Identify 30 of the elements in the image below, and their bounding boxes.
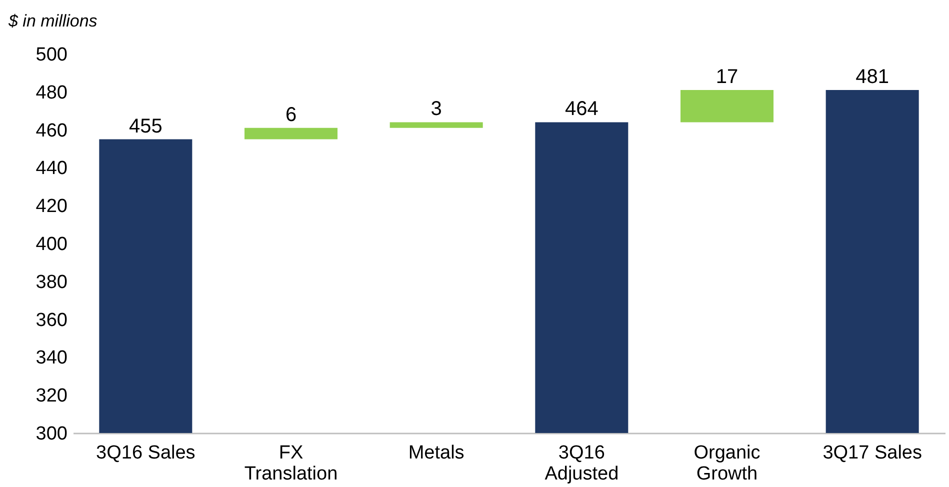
y-axis-title: $ in millions [8, 12, 98, 30]
bar [390, 122, 483, 128]
y-tick-label: 500 [36, 44, 68, 66]
data-label: 455 [128, 115, 162, 138]
y-tick-label: 440 [36, 158, 68, 180]
y-tick-label: 480 [36, 82, 68, 104]
data-label: 3 [430, 98, 442, 120]
y-tick-label: 300 [36, 424, 68, 444]
x-tick-label: Metals [408, 442, 464, 464]
y-tick-label: 360 [36, 310, 68, 331]
y-tick-label: 400 [36, 234, 68, 255]
bar [535, 122, 628, 433]
data-label: 6 [285, 104, 297, 126]
x-tick-label: 3Q16 Adjusted [544, 442, 619, 484]
y-tick-label: 320 [36, 386, 68, 407]
data-label: 481 [856, 66, 890, 88]
y-tick-label: 420 [36, 196, 68, 218]
bar [826, 90, 919, 433]
bar [99, 139, 192, 433]
x-tick-label: 3Q16 Sales [96, 442, 196, 464]
bar [680, 90, 774, 122]
data-label: 17 [716, 66, 738, 88]
x-tick-label: Organic Growth [694, 442, 760, 484]
y-tick-label: 460 [36, 120, 68, 142]
x-tick-label: FX Translation [244, 442, 338, 484]
y-tick-label: 340 [36, 348, 68, 369]
data-label: 464 [564, 98, 598, 120]
bar [244, 128, 338, 140]
x-tick-label: 3Q17 Sales [822, 442, 922, 464]
y-tick-label: 380 [36, 272, 68, 293]
